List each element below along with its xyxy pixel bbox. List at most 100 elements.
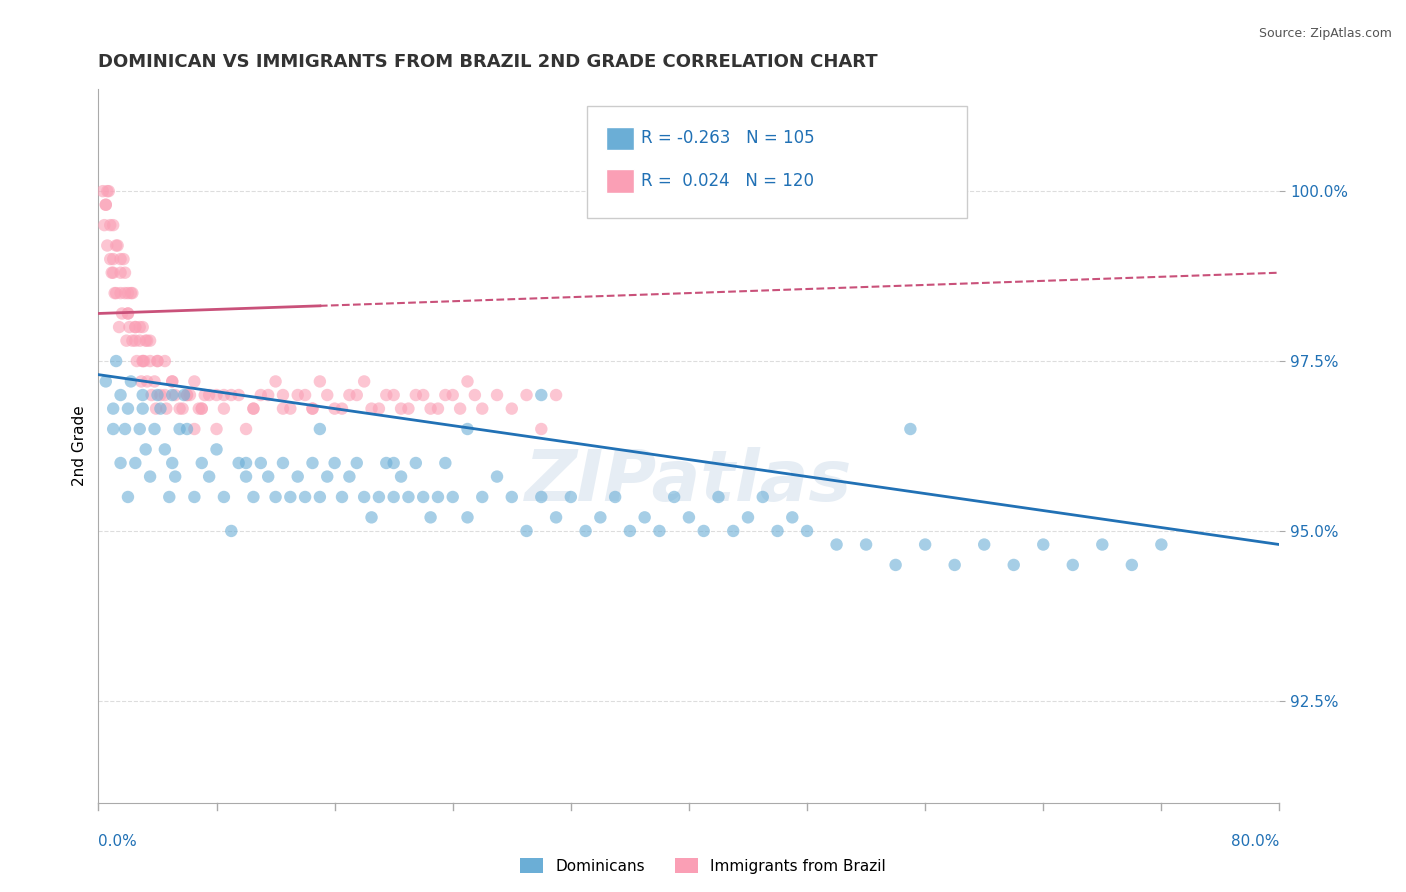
Point <box>153 388 176 402</box>
Point <box>212 388 235 402</box>
Point <box>353 375 375 389</box>
Point <box>605 490 627 504</box>
Point <box>457 375 479 389</box>
Point <box>125 354 148 368</box>
Point <box>162 375 183 389</box>
Point <box>693 524 716 538</box>
Point <box>530 422 553 436</box>
Point <box>165 388 187 402</box>
Point <box>973 537 995 551</box>
Point <box>198 469 221 483</box>
Point <box>212 401 235 416</box>
Point <box>165 469 187 483</box>
Point <box>139 469 162 483</box>
Point <box>242 490 264 504</box>
Point <box>139 334 162 348</box>
Point <box>316 469 339 483</box>
Point <box>157 490 180 504</box>
Point <box>287 388 309 402</box>
Point <box>855 537 877 551</box>
Point <box>110 266 132 280</box>
Point <box>110 286 132 301</box>
Point <box>375 456 398 470</box>
Point <box>169 422 191 436</box>
Point <box>723 524 745 538</box>
Point <box>464 388 486 402</box>
Point <box>105 354 128 368</box>
Point <box>143 375 166 389</box>
Point <box>389 401 412 416</box>
Point <box>120 286 142 301</box>
Point <box>575 524 598 538</box>
Point <box>139 354 162 368</box>
Point <box>205 442 228 457</box>
Point <box>441 490 464 504</box>
Point <box>235 422 257 436</box>
Point <box>678 510 700 524</box>
Point <box>434 388 457 402</box>
Point <box>471 401 494 416</box>
Point <box>339 469 361 483</box>
Point <box>132 354 155 368</box>
Point <box>301 456 323 470</box>
Point <box>707 490 730 504</box>
Point <box>128 320 150 334</box>
Point <box>108 320 131 334</box>
Point <box>96 238 118 252</box>
Point <box>1062 558 1084 572</box>
Point <box>94 198 117 212</box>
Point <box>191 401 214 416</box>
Point <box>153 442 176 457</box>
Point <box>825 537 848 551</box>
Point <box>191 401 214 416</box>
Point <box>294 388 316 402</box>
Point <box>530 490 553 504</box>
Point <box>471 490 494 504</box>
Text: DOMINICAN VS IMMIGRANTS FROM BRAZIL 2ND GRADE CORRELATION CHART: DOMINICAN VS IMMIGRANTS FROM BRAZIL 2ND … <box>98 54 877 71</box>
Point <box>187 401 209 416</box>
Point <box>301 401 323 416</box>
Point <box>128 334 150 348</box>
Point <box>346 456 368 470</box>
Point <box>434 456 457 470</box>
Point <box>353 490 375 504</box>
Point <box>212 490 235 504</box>
Point <box>449 401 471 416</box>
Point <box>486 469 509 483</box>
Point <box>153 354 176 368</box>
Point <box>619 524 641 538</box>
Point <box>155 401 177 416</box>
Point <box>114 422 136 436</box>
Point <box>427 401 450 416</box>
Point <box>323 456 346 470</box>
Point <box>264 375 287 389</box>
Point <box>100 266 122 280</box>
Point <box>405 456 427 470</box>
Point <box>105 238 128 252</box>
Point <box>796 524 818 538</box>
Point <box>124 320 146 334</box>
Point <box>419 510 441 524</box>
Point <box>198 388 221 402</box>
Point <box>110 456 132 470</box>
Point <box>546 510 568 524</box>
Point <box>235 469 257 483</box>
Point <box>294 490 316 504</box>
Text: Source: ZipAtlas.com: Source: ZipAtlas.com <box>1258 27 1392 40</box>
Point <box>97 184 120 198</box>
Point <box>323 401 346 416</box>
Point <box>737 510 759 524</box>
Point <box>1091 537 1114 551</box>
Point <box>884 558 907 572</box>
Point <box>250 388 273 402</box>
Point <box>398 490 420 504</box>
Point <box>118 320 141 334</box>
Point <box>169 401 191 416</box>
Point <box>183 422 205 436</box>
Point <box>121 286 143 301</box>
Point <box>173 388 195 402</box>
Point <box>135 442 157 457</box>
Point <box>103 401 125 416</box>
Point <box>330 490 353 504</box>
Point <box>309 375 332 389</box>
